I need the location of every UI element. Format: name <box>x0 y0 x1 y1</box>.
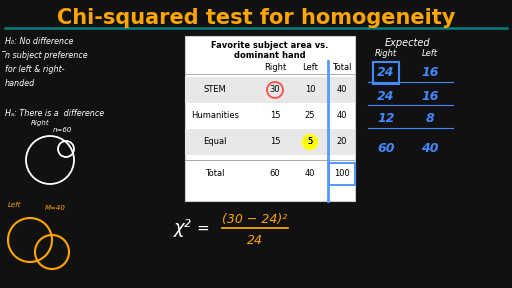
Text: 24: 24 <box>377 90 395 103</box>
Text: 5: 5 <box>307 137 313 147</box>
FancyBboxPatch shape <box>185 129 355 155</box>
Text: 10: 10 <box>305 86 315 94</box>
Text: 30: 30 <box>270 86 280 94</box>
Text: 40: 40 <box>305 170 315 179</box>
Text: 12: 12 <box>377 113 395 126</box>
Text: 60: 60 <box>270 170 280 179</box>
Text: 60: 60 <box>377 141 395 154</box>
Text: 25: 25 <box>305 111 315 120</box>
Text: 100: 100 <box>334 170 350 179</box>
Text: Left: Left <box>8 202 22 208</box>
Text: Left: Left <box>422 49 438 58</box>
Text: 5: 5 <box>307 137 313 147</box>
Text: 24: 24 <box>377 67 395 79</box>
Text: Total: Total <box>205 170 225 179</box>
Text: 15: 15 <box>270 137 280 147</box>
Text: STEM: STEM <box>204 86 226 94</box>
Text: M=40: M=40 <box>45 205 66 211</box>
Text: 24: 24 <box>247 234 263 247</box>
Text: 20: 20 <box>337 137 347 147</box>
Text: 40: 40 <box>421 141 439 154</box>
Text: Right: Right <box>31 120 49 126</box>
Text: =: = <box>197 221 209 236</box>
Text: 40: 40 <box>337 111 347 120</box>
Text: Chi-squared test for homogeneity: Chi-squared test for homogeneity <box>57 8 455 28</box>
Text: for left & right-: for left & right- <box>5 65 65 75</box>
Text: 8: 8 <box>425 113 434 126</box>
Text: H₀: No difference: H₀: No difference <box>5 37 73 46</box>
FancyBboxPatch shape <box>185 77 355 103</box>
Text: Humanities: Humanities <box>191 111 239 120</box>
Circle shape <box>303 134 317 149</box>
Text: Hₐ: There is a  difference: Hₐ: There is a difference <box>5 109 104 118</box>
Text: Right: Right <box>264 63 286 73</box>
Text: 40: 40 <box>337 86 347 94</box>
Text: 16: 16 <box>421 67 439 79</box>
Text: dominant hand: dominant hand <box>234 50 306 60</box>
Text: ̅n subject preference: ̅n subject preference <box>5 52 88 60</box>
Text: Total: Total <box>332 63 352 73</box>
Text: 16: 16 <box>421 90 439 103</box>
Text: Favorite subject area vs.: Favorite subject area vs. <box>211 41 329 50</box>
Text: Equal: Equal <box>203 137 227 147</box>
Text: Expected: Expected <box>385 38 431 48</box>
Text: χ²: χ² <box>174 219 192 237</box>
Text: Left: Left <box>302 63 318 73</box>
Text: Right: Right <box>375 49 397 58</box>
Text: handed: handed <box>5 79 35 88</box>
Text: n=60: n=60 <box>52 127 72 133</box>
FancyBboxPatch shape <box>185 36 355 201</box>
Text: (30 − 24)²: (30 − 24)² <box>222 213 288 226</box>
Text: 15: 15 <box>270 111 280 120</box>
